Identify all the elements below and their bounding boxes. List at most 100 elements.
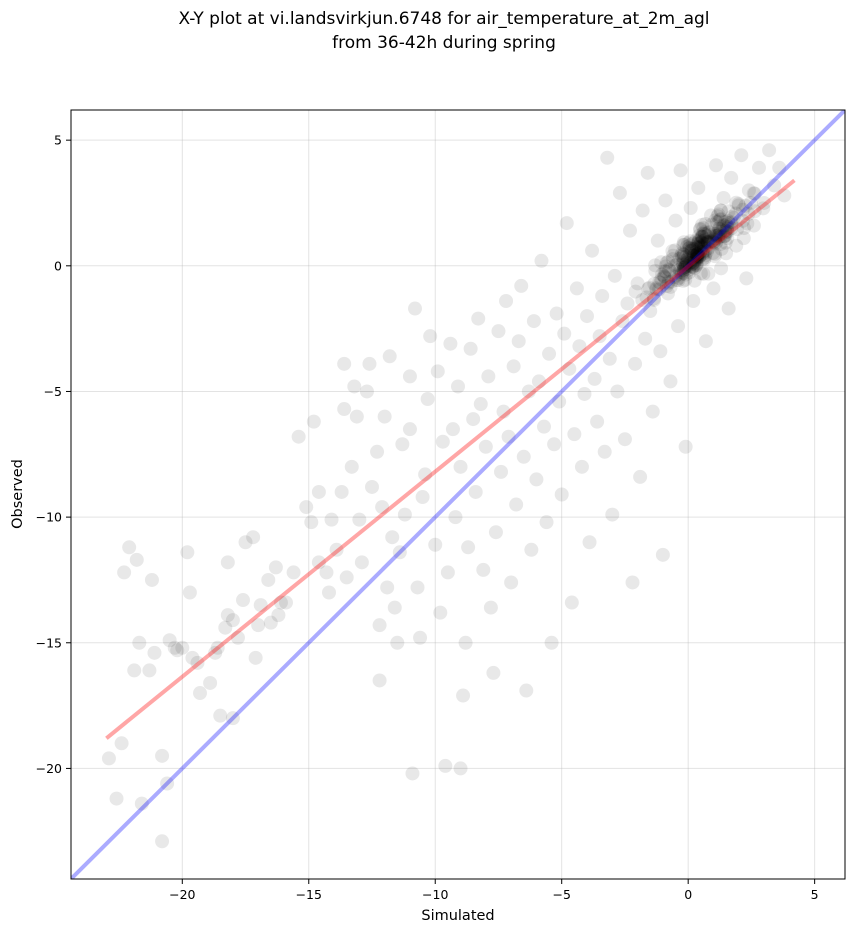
scatter-point-0 [101, 751, 116, 766]
cluster-point-133 [713, 229, 728, 244]
cluster-point-178 [705, 233, 720, 248]
cluster-point-9 [711, 230, 726, 245]
cluster-point-18 [700, 234, 715, 249]
scatter-point-151 [574, 459, 589, 474]
cluster-point-58 [690, 248, 705, 263]
cluster-point-37 [639, 290, 654, 305]
cluster-point-251 [708, 236, 723, 251]
cluster-point-80 [661, 276, 676, 291]
scatter-point-181 [650, 233, 665, 248]
scatter-point-213 [731, 198, 746, 213]
scatter-points [101, 143, 792, 849]
cluster-point-238 [683, 234, 698, 249]
scatter-point-160 [597, 444, 612, 459]
scatter-point-131 [524, 542, 539, 557]
cluster-point-106 [687, 252, 702, 267]
scatter-point-88 [415, 490, 430, 505]
scatter-point-204 [709, 158, 723, 173]
scatter-point-109 [468, 484, 483, 499]
cluster-point-113 [680, 255, 695, 270]
scatter-point-34 [236, 593, 250, 608]
scatter-point-142 [552, 394, 567, 409]
scatter-point-65 [354, 555, 369, 570]
cluster-point-155 [676, 262, 691, 277]
scatter-point-13 [155, 834, 170, 849]
cluster-point-181 [699, 228, 714, 243]
cluster-point-211 [689, 252, 704, 267]
cluster-point-21 [689, 247, 704, 262]
grid-lines [71, 110, 845, 879]
scatter-point-134 [531, 374, 546, 389]
regression-line [105, 178, 796, 740]
cluster-point-184 [656, 269, 671, 284]
cluster-point-165 [701, 266, 716, 281]
scatter-point-217 [741, 183, 756, 198]
cluster-point-20 [672, 262, 687, 277]
scatter-point-56 [329, 542, 344, 557]
cluster-point-115 [679, 253, 694, 268]
cluster-point-17 [718, 228, 733, 243]
scatter-point-96 [438, 758, 453, 773]
cluster-point-188 [695, 229, 710, 244]
cluster-point-205 [689, 258, 704, 273]
scatter-point-188 [668, 213, 683, 228]
cluster-point-75 [682, 238, 697, 253]
cluster-point-87 [698, 217, 713, 232]
cluster-point-234 [676, 254, 691, 269]
cluster-point-201 [697, 250, 712, 265]
cluster-point-1 [677, 260, 692, 275]
cluster-point-163 [695, 245, 710, 260]
scatter-point-104 [456, 688, 471, 703]
scatter-point-175 [635, 203, 650, 218]
scatter-point-58 [337, 356, 352, 371]
scatter-point-1 [109, 791, 124, 806]
scatter-point-209 [721, 301, 736, 316]
scatter-point-76 [385, 530, 400, 545]
cluster-point-129 [677, 260, 692, 275]
scatter-point-220 [757, 195, 772, 210]
scatter-point-10 [144, 572, 159, 587]
scatter-point-72 [375, 500, 390, 515]
scatter-point-211 [726, 211, 741, 226]
cluster-point-62 [747, 204, 762, 219]
y-tick-label-4: 0 [54, 258, 62, 273]
scatter-point-83 [402, 422, 417, 437]
cluster-point-69 [682, 265, 697, 280]
scatter-point-155 [585, 243, 600, 258]
cluster-point-31 [655, 267, 670, 282]
cluster-point-213 [691, 234, 706, 249]
scatter-point-98 [443, 336, 458, 351]
scatter-point-95 [435, 434, 450, 449]
cluster-point-166 [682, 244, 697, 259]
cluster-point-189 [661, 262, 676, 277]
cluster-point-55 [647, 292, 662, 307]
cluster-point-116 [671, 273, 686, 288]
cluster-point-169 [653, 275, 668, 290]
cluster-point-215 [720, 219, 735, 234]
cluster-point-144 [676, 247, 691, 262]
scatter-point-86 [410, 580, 425, 595]
cluster-point-91 [707, 246, 722, 261]
scatter-point-75 [382, 349, 397, 364]
cluster-point-226 [690, 240, 705, 255]
scatter-point-28 [218, 620, 233, 635]
scatter-point-102 [453, 459, 468, 474]
cluster-point-229 [668, 258, 683, 273]
cluster-point-70 [679, 255, 694, 270]
y-tick-label-0: −20 [36, 761, 62, 776]
scatter-point-122 [501, 429, 516, 444]
cluster-point-8 [652, 282, 667, 297]
scatter-point-108 [466, 412, 481, 427]
scatter-point-203 [706, 281, 721, 296]
scatter-point-145 [559, 216, 574, 231]
cluster-point-175 [677, 260, 692, 275]
scatter-point-63 [349, 409, 364, 424]
scatter-point-195 [686, 293, 701, 308]
scatter-point-222 [767, 178, 782, 193]
cluster-point-141 [681, 241, 696, 256]
scatter-point-170 [623, 223, 637, 238]
cluster-point-233 [718, 214, 733, 229]
cluster-point-84 [735, 213, 750, 228]
scatter-point-16 [167, 640, 182, 655]
cluster-point-207 [652, 275, 667, 290]
